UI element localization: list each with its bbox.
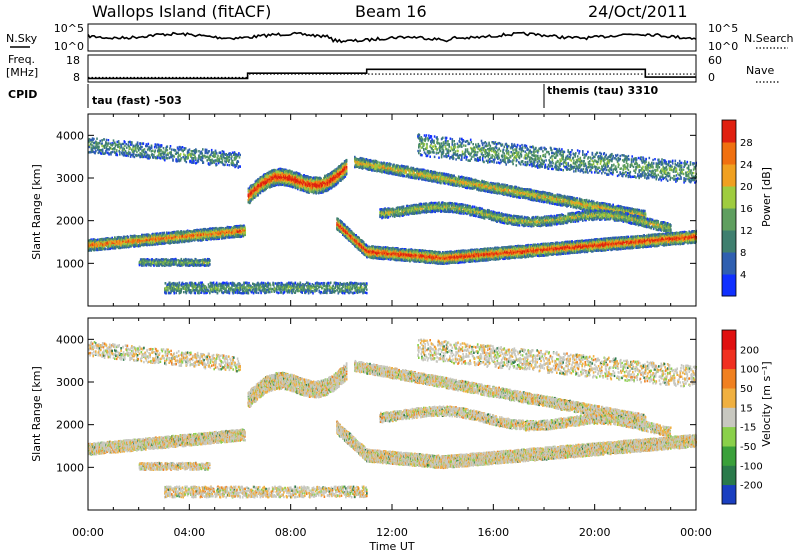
echo-cell: [244, 228, 246, 230]
cpid-segment-1: tau (fast) -503: [92, 94, 182, 107]
nave-tick-top: 60: [708, 54, 722, 67]
echo-cell: [255, 195, 257, 197]
echo-cell: [260, 192, 262, 194]
site-title: Wallops Island (fitACF): [92, 2, 271, 21]
nave-tick-bottom: 0: [708, 71, 715, 84]
nsky-panel: N.Sky 10^5 10^0 10^5 10^0 N.Search: [6, 22, 794, 53]
date-title: 24/Oct/2011: [588, 2, 688, 21]
cpid-label: CPID: [8, 88, 37, 101]
freq-unit-label: [MHz]: [6, 66, 38, 79]
freq-tick-bottom: 8: [73, 71, 80, 84]
beam-title: Beam 16: [355, 2, 427, 21]
nsky-series-line: [88, 33, 696, 43]
echo-cell: [244, 231, 246, 233]
nsearch-tick-top: 10^5: [708, 22, 738, 35]
echo-cell: [127, 236, 129, 238]
nsearch-label: N.Search: [744, 32, 794, 45]
echo-cell: [105, 248, 107, 250]
nave-series-line: [88, 74, 696, 77]
nsky-tick-top: 10^5: [54, 22, 84, 35]
echo-cell: [215, 227, 217, 229]
cpid-row: CPID tau (fast) -503 themis (tau) 3310: [8, 84, 659, 108]
cpid-segment-2: themis (tau) 3310: [547, 84, 659, 97]
freq-panel: Freq. [MHz] 18 8 60 0 Nave: [6, 53, 780, 84]
nsky-label: N.Sky: [6, 32, 38, 45]
nsky-tick-bottom: 10^0: [54, 40, 84, 53]
echo-cell: [267, 187, 269, 189]
nsearch-tick-bottom: 10^0: [708, 40, 738, 53]
freq-tick-top: 18: [66, 54, 80, 67]
echo-cell: [291, 170, 293, 172]
freq-label: Freq.: [8, 53, 35, 66]
nave-label: Nave: [746, 64, 774, 77]
